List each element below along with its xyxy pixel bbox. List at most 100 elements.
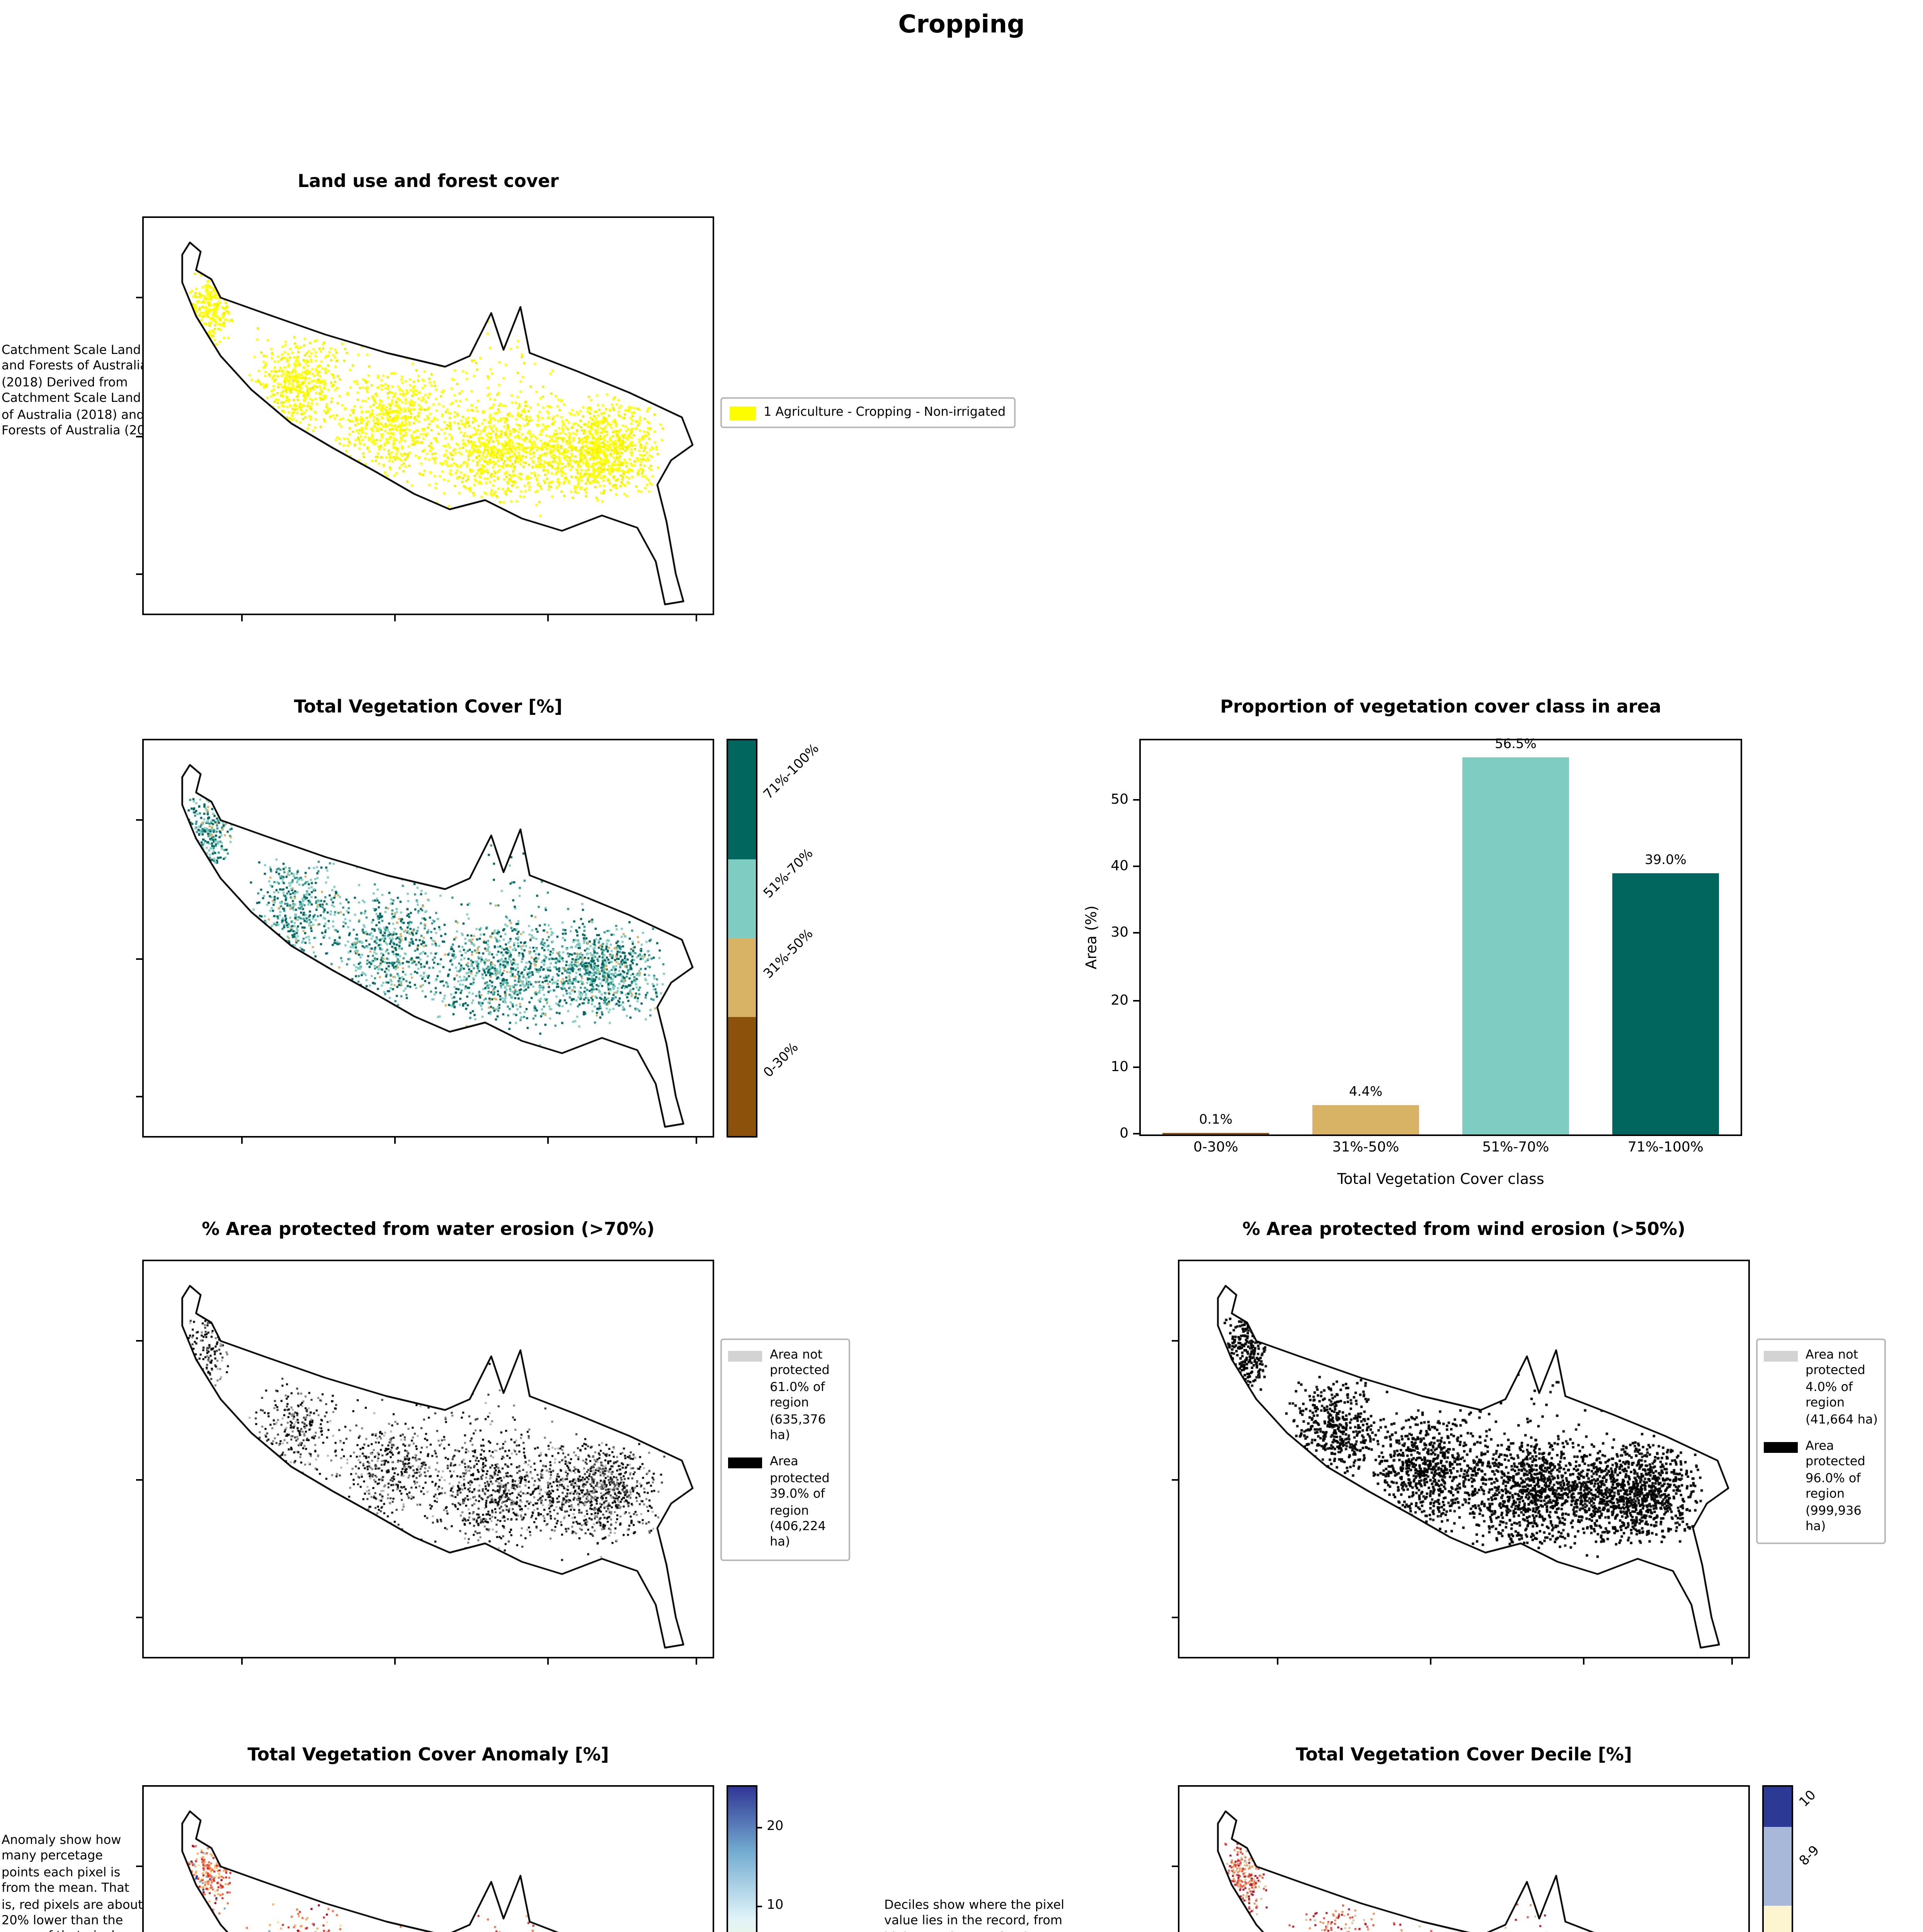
map-axis-tick (548, 615, 550, 621)
colorbar-tick-label: 10 (767, 1898, 784, 1913)
y-axis-tick (1133, 999, 1141, 1001)
wind-legend-entry-protected: Area protected 96.0% of region (999,936 … (1764, 1439, 1878, 1535)
wind-legend: Area not protected 4.0% of region (41,66… (1756, 1338, 1886, 1545)
colorbar-segment-label: 8-9 (1797, 1844, 1823, 1870)
map-axis-tick (240, 1658, 242, 1665)
anomaly-map-canvas (144, 1787, 713, 1932)
map-axis-tick (1276, 1658, 1278, 1665)
map-axis-tick (136, 958, 142, 960)
map-axis-tick (394, 1658, 396, 1665)
landuse-map (136, 216, 714, 621)
map-axis-tick (136, 1617, 142, 1619)
bar-51%-70% (1462, 757, 1570, 1134)
colorbar-segment-label: 31%-50% (761, 926, 817, 982)
map-axis-tick (240, 615, 242, 621)
colorbar-segment (728, 938, 756, 1017)
vegcover-map-canvas (144, 740, 713, 1136)
colorbar-segment-label: 51%-70% (761, 847, 817, 903)
map-axis-tick (1731, 1658, 1733, 1665)
landuse-legend-swatch (730, 406, 756, 420)
colorbar-tick (756, 1905, 762, 1907)
decile-map-canvas (1179, 1787, 1748, 1932)
water-legend: Area not protected 61.0% of region (635,… (720, 1338, 850, 1561)
map-axis-tick (1583, 1658, 1585, 1665)
y-axis-tick-label: 20 (1111, 993, 1128, 1009)
proportion-chart-ylabel: Area (%) (1084, 905, 1102, 969)
map-axis-tick (548, 1658, 550, 1665)
map-axis-tick (1172, 1340, 1178, 1342)
page-title: Cropping (898, 9, 1025, 39)
colorbar-tick (756, 1826, 762, 1828)
map-axis-tick (394, 615, 396, 621)
water-legend-entry-protected: Area protected 39.0% of region (406,224 … (728, 1455, 842, 1551)
colorbar-segment-label: 10 (1797, 1787, 1820, 1811)
proportion-chart-title: Proportion of vegetation cover class in … (1220, 696, 1661, 717)
water-legend-label-protected: Area protected 39.0% of region (406,224 … (770, 1455, 830, 1549)
water-legend-swatch-protected (728, 1458, 762, 1469)
map-axis-tick (136, 297, 142, 299)
map-axis-tick (695, 1138, 697, 1144)
y-axis-tick (1133, 1066, 1141, 1068)
x-axis-tick-label: 51%-70% (1482, 1141, 1549, 1156)
map-axis-tick (136, 1096, 142, 1098)
anomaly-title: Total Vegetation Cover Anomaly [%] (247, 1743, 609, 1765)
colorbar-segment (728, 740, 756, 859)
water-legend-swatch-not-protected (728, 1351, 762, 1362)
colorbar-segment-label: 71%-100% (761, 742, 823, 804)
map-axis-tick (1172, 1866, 1178, 1867)
y-axis-tick-label: 0 (1120, 1127, 1128, 1142)
landuse-legend-label: 1 Agriculture - Cropping - Non-irrigated (764, 405, 1006, 419)
y-axis-tick (1133, 1133, 1141, 1134)
proportion-chart-xlabel: Total Vegetation Cover class (1337, 1172, 1544, 1189)
wind-legend-label-not-protected: Area not protected 4.0% of region (41,66… (1806, 1348, 1878, 1426)
colorbar-segment (728, 859, 756, 938)
map-axis-tick (136, 1479, 142, 1481)
y-axis-tick-label: 10 (1111, 1060, 1128, 1076)
anomaly-note: Anomaly show how many percetage points e… (2, 1833, 143, 1932)
water-legend-label-not-protected: Area not protected 61.0% of region (635,… (770, 1348, 830, 1442)
map-axis-tick (695, 1658, 697, 1665)
map-axis-tick (1172, 1617, 1178, 1619)
map-axis-tick (394, 1138, 396, 1144)
colorbar-segment (1764, 1826, 1792, 1906)
map-axis-tick (695, 615, 697, 621)
anomaly-map (136, 1785, 714, 1932)
colorbar-tick-label: 20 (767, 1818, 784, 1834)
y-axis-tick (1133, 799, 1141, 801)
water-title: % Area protected from water erosion (>70… (202, 1218, 655, 1240)
y-axis-tick (1133, 932, 1141, 934)
decile-note: Deciles show where the pixel value lies … (884, 1898, 1064, 1932)
x-axis-tick-label: 31%-50% (1332, 1141, 1399, 1156)
bar-value-label: 56.5% (1494, 737, 1537, 753)
wind-legend-entry-not-protected: Area not protected 4.0% of region (41,66… (1764, 1348, 1878, 1428)
decile-colorbar: 12-34-78-910 (1762, 1785, 1823, 1932)
bar-value-label: 4.4% (1349, 1085, 1383, 1100)
map-axis-tick (136, 819, 142, 821)
map-axis-tick (240, 1138, 242, 1144)
wind-map (1172, 1260, 1750, 1665)
y-axis-tick-label: 50 (1111, 793, 1128, 808)
landuse-credit-note: Catchment Scale Land Use and Forests of … (2, 343, 168, 437)
map-axis-tick (136, 574, 142, 576)
landuse-map-canvas (144, 218, 713, 614)
y-axis-tick-label: 30 (1111, 926, 1128, 942)
water-map-canvas (144, 1261, 713, 1657)
y-axis-tick-label: 40 (1111, 859, 1128, 875)
proportion-chart-plot: 0 10 20 30 40 50 0.1% 0-30% 4.4% 31%-50% 56.5% 51%-… (1111, 737, 1742, 1156)
y-axis-tick (1133, 866, 1141, 867)
wind-map-canvas (1179, 1261, 1748, 1657)
map-axis-tick (136, 435, 142, 437)
vegcover-map (136, 739, 714, 1144)
map-axis-tick (548, 1138, 550, 1144)
water-legend-entry-not-protected: Area not protected 61.0% of region (635,… (728, 1348, 842, 1444)
colorbar-segment (1764, 1905, 1792, 1932)
bar-value-label: 39.0% (1644, 854, 1687, 869)
map-axis-tick (1172, 1479, 1178, 1481)
decile-map (1172, 1785, 1750, 1932)
bar-value-label: 0.1% (1199, 1113, 1233, 1129)
map-axis-tick (1429, 1658, 1431, 1665)
wind-title: % Area protected from wind erosion (>50%… (1242, 1218, 1686, 1240)
wind-legend-label-protected: Area protected 96.0% of region (999,936 … (1806, 1439, 1865, 1533)
water-map (136, 1260, 714, 1665)
